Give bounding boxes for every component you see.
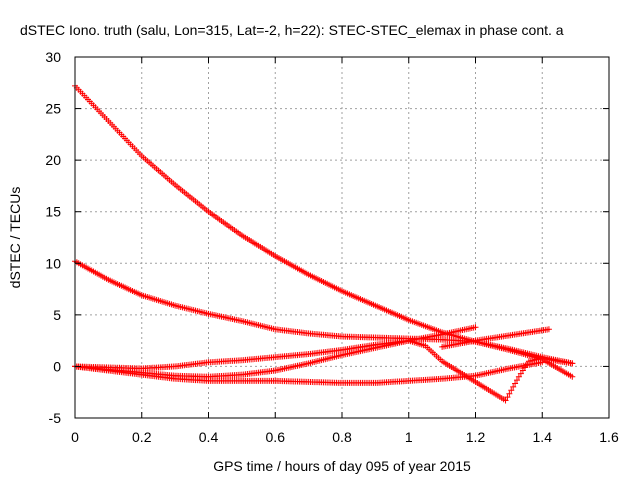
y-tick-label: 5 xyxy=(53,307,61,323)
x-tick-label: 0.6 xyxy=(266,429,286,445)
y-tick-label: 30 xyxy=(45,49,61,65)
x-tick-label: 1.2 xyxy=(466,429,486,445)
x-tick-label: 1.6 xyxy=(599,429,619,445)
data-point xyxy=(472,324,479,331)
y-tick-label: -5 xyxy=(49,410,62,426)
axis-ticks xyxy=(74,56,610,419)
data-point xyxy=(517,370,524,377)
y-tick-label: 15 xyxy=(45,204,61,220)
data-point xyxy=(512,380,519,387)
data-point xyxy=(545,326,552,333)
x-tick-label: 1 xyxy=(405,429,413,445)
x-tick-label: 0.8 xyxy=(332,429,352,445)
y-axis-title: dSTEC / TECUs xyxy=(7,187,23,289)
y-tick-label: 0 xyxy=(53,358,61,374)
data-points xyxy=(72,82,576,404)
data-point xyxy=(508,387,515,394)
data-point xyxy=(510,383,517,390)
series-5 xyxy=(72,359,546,386)
data-point xyxy=(513,377,520,384)
series-6 xyxy=(439,326,552,350)
data-point xyxy=(502,397,509,404)
x-tick-label: 0.4 xyxy=(199,429,219,445)
data-point xyxy=(519,367,526,374)
data-point xyxy=(539,359,546,366)
data-point xyxy=(569,373,576,380)
y-tick-label: 25 xyxy=(45,101,61,117)
x-tick-label: 0.2 xyxy=(132,429,152,445)
y-tick-label: 20 xyxy=(45,152,61,168)
data-point xyxy=(569,360,576,367)
chart-title: dSTEC Iono. truth (salu, Lon=315, Lat=-2… xyxy=(20,22,564,38)
data-point xyxy=(506,390,513,397)
x-tick-label: 0 xyxy=(71,429,79,445)
x-axis-title: GPS time / hours of day 095 of year 2015 xyxy=(213,458,471,474)
grid xyxy=(75,57,609,418)
x-tick-label: 1.4 xyxy=(533,429,553,445)
data-point xyxy=(515,373,522,380)
y-tick-label: 10 xyxy=(45,255,61,271)
data-point xyxy=(504,394,511,401)
